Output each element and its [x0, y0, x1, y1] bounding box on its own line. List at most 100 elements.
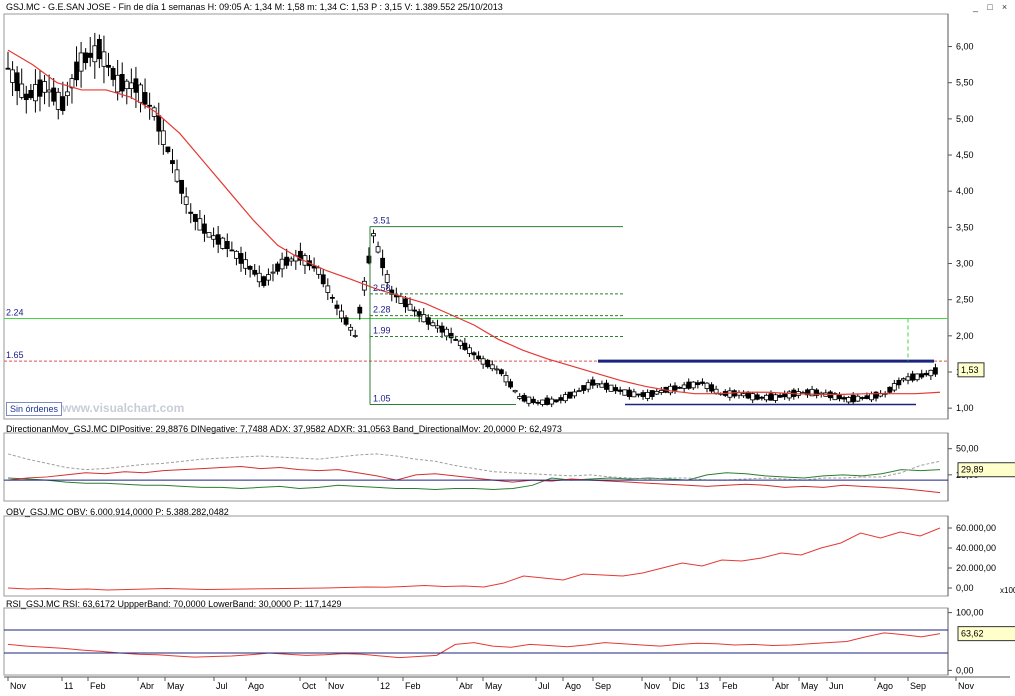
candle-body	[174, 169, 180, 182]
obv-series-line	[7, 527, 941, 591]
candle-body	[334, 304, 340, 309]
candle-body	[160, 130, 166, 145]
candle-body	[444, 328, 449, 337]
candle-body	[567, 391, 573, 399]
candle-body	[448, 332, 454, 339]
candle-body	[864, 395, 870, 399]
candle-body	[485, 359, 491, 368]
candle-body	[891, 383, 897, 391]
candle-body	[905, 376, 911, 381]
candle-body	[224, 240, 230, 250]
obv-panel-frame	[3, 515, 949, 597]
rsi-axis-label: 100,00	[956, 608, 984, 618]
main-info-bar: GSJ.MC - G.E.SAN JOSE - Fin de día 1 sem…	[6, 2, 503, 12]
candle-body	[270, 271, 276, 274]
candle-body	[626, 389, 632, 397]
candle-body	[361, 280, 367, 291]
minimize-icon[interactable]: _	[972, 2, 978, 12]
fib-level-label: 2.28	[373, 305, 391, 315]
fib-level-label: 2.58	[373, 283, 391, 293]
candle-body	[476, 355, 481, 360]
rsi-current-box	[957, 626, 1015, 642]
candle-body	[855, 395, 861, 402]
fib-level-label: 1.05	[373, 394, 391, 404]
candle-body	[832, 393, 838, 401]
candle-body	[489, 364, 495, 370]
candle-body	[156, 115, 162, 132]
maximize-icon[interactable]: □	[987, 2, 993, 12]
candle-body	[211, 235, 216, 240]
obv-axis-label: 40.000,00	[956, 543, 996, 553]
candle-body	[727, 390, 733, 398]
candle-body	[60, 96, 66, 112]
candle-body	[133, 78, 139, 93]
candle-body	[28, 90, 34, 99]
dmi-series-line	[7, 469, 941, 490]
close-icon[interactable]: ×	[1001, 2, 1008, 12]
candle-body	[320, 274, 326, 285]
candle-body	[23, 93, 29, 101]
candle-body	[773, 394, 778, 401]
candle-body	[640, 392, 646, 397]
candle-body	[480, 358, 486, 365]
candle-body	[837, 395, 842, 400]
candle-body	[928, 369, 934, 377]
candle-body	[366, 255, 372, 264]
candle-body	[188, 211, 194, 214]
price-axis-label: 6,00	[956, 42, 974, 52]
candle-body	[786, 391, 792, 399]
candle-body	[622, 389, 628, 396]
candle-body	[759, 396, 765, 399]
candle-body	[142, 92, 148, 105]
price-axis-label: 4,00	[956, 186, 974, 196]
candle-body	[10, 69, 15, 83]
candle-body	[859, 397, 865, 399]
candle-body	[311, 265, 317, 269]
candle-body	[777, 394, 783, 398]
price-axis-label: 5,00	[956, 114, 974, 124]
dmi-current-label: 29,89	[961, 465, 984, 475]
candle-body	[690, 381, 696, 389]
candle-body	[745, 391, 751, 399]
candle-body	[521, 394, 527, 402]
x-axis-label: Jul	[216, 681, 228, 691]
candle-body	[206, 232, 212, 238]
candle-body	[713, 388, 719, 394]
current-price-label: 1,53	[961, 365, 979, 375]
candle-body	[430, 322, 436, 327]
candle-body	[384, 274, 390, 283]
candle-body	[462, 342, 468, 350]
candle-body	[407, 303, 413, 311]
x-axis-label: Sep	[910, 681, 926, 691]
x-axis-label: Jun	[829, 681, 844, 691]
candle-body	[325, 285, 331, 293]
price-axis-label: 1,00	[956, 403, 974, 413]
candle-body	[439, 325, 445, 333]
candle-body	[686, 381, 692, 389]
candle-body	[46, 89, 52, 93]
candle-body	[453, 339, 459, 341]
dmi-series-line	[7, 465, 941, 494]
candle-body	[535, 401, 541, 404]
candle-body	[64, 91, 70, 97]
candle-body	[339, 310, 344, 319]
candle-body	[412, 309, 418, 312]
candle-body	[96, 39, 102, 60]
sin-ordenes-button[interactable]: Sin órdenes	[6, 402, 63, 416]
candle-body	[576, 390, 582, 393]
fib-level-label: 3.51	[373, 216, 391, 226]
candle-body	[398, 296, 404, 304]
candle-body	[544, 397, 550, 405]
obv-info-bar: OBV_GSJ.MC OBV: 6.000.914,0000 P: 5.388.…	[6, 507, 229, 517]
candle-body	[814, 389, 820, 396]
candle-body	[288, 258, 294, 262]
price-axis-label: 3,50	[956, 222, 974, 232]
candle-body	[540, 399, 545, 405]
dmi-panel-frame	[3, 432, 949, 502]
candle-body	[896, 379, 902, 386]
candle-body	[266, 274, 271, 281]
x-axis-label: Feb	[722, 681, 738, 691]
level-label-green: 2.24	[6, 307, 24, 317]
candle-body	[284, 256, 290, 266]
